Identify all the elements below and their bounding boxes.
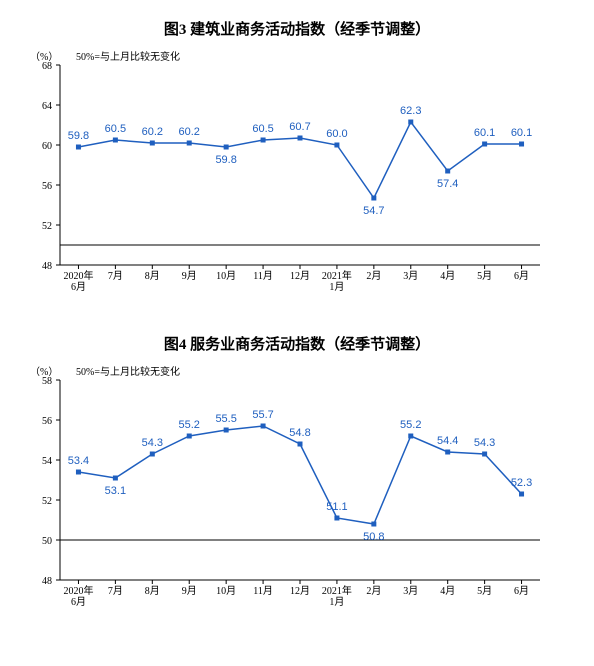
svg-text:7月: 7月 <box>108 270 123 282</box>
svg-text:（%）: （%） <box>30 366 58 378</box>
svg-text:4月: 4月 <box>440 270 455 282</box>
svg-text:6月: 6月 <box>71 596 86 608</box>
svg-text:（%）: （%） <box>30 51 58 63</box>
svg-text:50%=与上月比较无变化: 50%=与上月比较无变化 <box>76 50 180 63</box>
chart-0-title: 图3 建筑业商务活动指数（经季节调整） <box>0 0 594 45</box>
svg-text:6月: 6月 <box>514 270 529 282</box>
svg-text:11月: 11月 <box>253 270 273 282</box>
svg-text:53.1: 53.1 <box>105 485 126 497</box>
svg-text:8月: 8月 <box>145 585 160 597</box>
svg-text:48: 48 <box>42 261 52 272</box>
svg-text:56: 56 <box>42 181 52 192</box>
chart-1-title: 图4 服务业商务活动指数（经季节调整） <box>0 315 594 360</box>
chart-0-svg: 4852566064682020年6月7月8月9月10月11月12月2021年1… <box>0 45 594 315</box>
svg-text:7月: 7月 <box>108 585 123 597</box>
svg-text:60.5: 60.5 <box>252 123 273 135</box>
svg-text:60.5: 60.5 <box>105 123 126 135</box>
svg-text:54.7: 54.7 <box>363 205 384 217</box>
svg-text:2020年: 2020年 <box>63 269 93 282</box>
svg-text:4月: 4月 <box>440 585 455 597</box>
svg-text:60.1: 60.1 <box>474 127 495 139</box>
svg-text:54.3: 54.3 <box>474 437 495 449</box>
svg-text:55.5: 55.5 <box>215 413 236 425</box>
svg-text:12月: 12月 <box>290 585 310 597</box>
svg-text:59.8: 59.8 <box>68 130 89 142</box>
svg-text:53.4: 53.4 <box>68 455 89 467</box>
svg-text:9月: 9月 <box>182 585 197 597</box>
svg-text:60.7: 60.7 <box>289 121 310 133</box>
svg-text:2021年: 2021年 <box>322 584 352 597</box>
svg-text:48: 48 <box>42 576 52 587</box>
svg-text:10月: 10月 <box>216 585 236 597</box>
chart-1: 图4 服务业商务活动指数（经季节调整） 4850525456582020年6月7… <box>0 315 594 630</box>
svg-text:6月: 6月 <box>514 585 529 597</box>
svg-text:60: 60 <box>42 141 52 152</box>
svg-text:64: 64 <box>42 101 52 112</box>
svg-text:55.7: 55.7 <box>252 409 273 421</box>
svg-text:11月: 11月 <box>253 585 273 597</box>
svg-text:5月: 5月 <box>477 585 492 597</box>
svg-text:54.8: 54.8 <box>289 427 310 439</box>
svg-text:60.0: 60.0 <box>326 128 347 140</box>
svg-text:60.2: 60.2 <box>142 126 163 138</box>
svg-text:3月: 3月 <box>403 270 418 282</box>
svg-text:8月: 8月 <box>145 270 160 282</box>
svg-text:55.2: 55.2 <box>400 419 421 431</box>
svg-text:51.1: 51.1 <box>326 501 347 513</box>
svg-text:3月: 3月 <box>403 585 418 597</box>
svg-text:5月: 5月 <box>477 270 492 282</box>
svg-text:54: 54 <box>42 456 52 467</box>
chart-0: 图3 建筑业商务活动指数（经季节调整） 4852566064682020年6月7… <box>0 0 594 315</box>
svg-text:60.1: 60.1 <box>511 127 532 139</box>
svg-text:54.3: 54.3 <box>142 437 163 449</box>
svg-text:57.4: 57.4 <box>437 178 458 190</box>
svg-text:56: 56 <box>42 416 52 427</box>
svg-text:52: 52 <box>42 221 52 232</box>
svg-text:2月: 2月 <box>366 270 381 282</box>
svg-text:2021年: 2021年 <box>322 269 352 282</box>
svg-text:12月: 12月 <box>290 270 310 282</box>
svg-text:1月: 1月 <box>329 281 344 293</box>
svg-text:62.3: 62.3 <box>400 105 421 117</box>
svg-text:60.2: 60.2 <box>179 126 200 138</box>
svg-text:10月: 10月 <box>216 270 236 282</box>
svg-text:50: 50 <box>42 536 52 547</box>
svg-text:50%=与上月比较无变化: 50%=与上月比较无变化 <box>76 365 180 378</box>
svg-text:2020年: 2020年 <box>63 584 93 597</box>
svg-text:1月: 1月 <box>329 596 344 608</box>
svg-text:54.4: 54.4 <box>437 435 458 447</box>
svg-text:6月: 6月 <box>71 281 86 293</box>
svg-text:52: 52 <box>42 496 52 507</box>
svg-text:2月: 2月 <box>366 585 381 597</box>
svg-text:50.8: 50.8 <box>363 531 384 543</box>
svg-text:52.3: 52.3 <box>511 477 532 489</box>
svg-text:55.2: 55.2 <box>179 419 200 431</box>
chart-1-svg: 4850525456582020年6月7月8月9月10月11月12月2021年1… <box>0 360 594 630</box>
svg-text:59.8: 59.8 <box>215 154 236 166</box>
svg-text:9月: 9月 <box>182 270 197 282</box>
